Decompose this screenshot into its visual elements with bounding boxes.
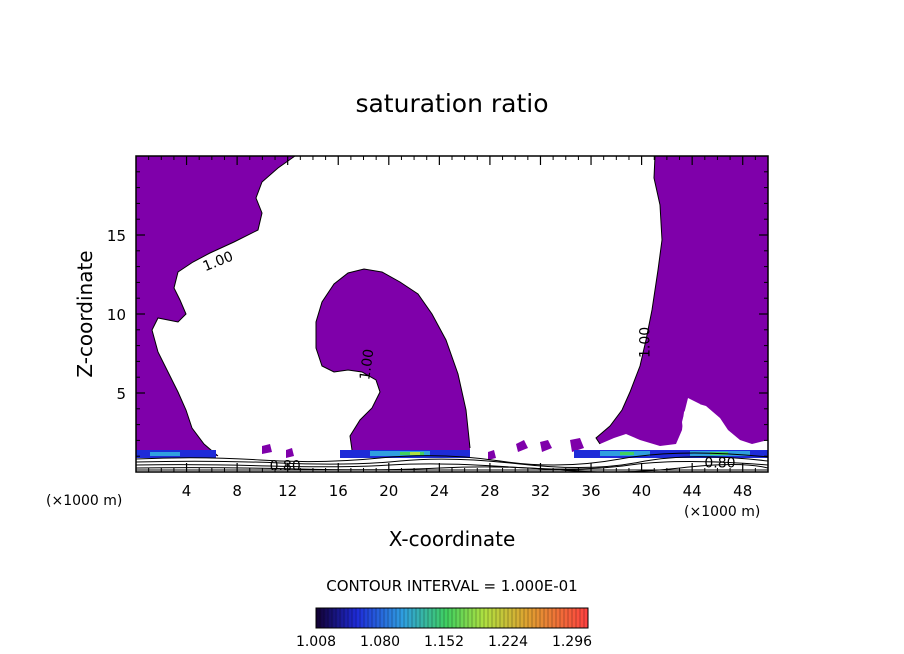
- contour-label: 0.80: [270, 458, 301, 474]
- contour-interval-label: CONTOUR INTERVAL = 1.000E-01: [326, 577, 577, 595]
- colorbar: 1.008 1.080 1.152 1.224 1.296: [296, 607, 592, 650]
- y-tick-label: 15: [107, 227, 126, 245]
- colorbar-label: 1.152: [424, 634, 464, 650]
- x-tick-label: 20: [379, 482, 398, 500]
- x-tick-label: 44: [683, 482, 702, 500]
- y-axis-title: Z-coordinate: [73, 250, 97, 377]
- colorbar-label: 1.080: [360, 634, 400, 650]
- x-tick-label: 40: [632, 482, 651, 500]
- plot-area: [136, 156, 768, 472]
- x-tick-label: 12: [278, 482, 297, 500]
- supersat-region-center: [316, 269, 470, 454]
- x-unit-right: (×1000 m): [684, 504, 760, 520]
- contour-label: 1.00: [637, 327, 653, 358]
- y-tick-label: 10: [107, 306, 126, 324]
- contour-label: 1.00: [357, 348, 377, 381]
- x-axis-title: X-coordinate: [389, 527, 516, 551]
- colorbar-label: 1.296: [552, 634, 592, 650]
- surface-band: [136, 450, 768, 458]
- x-tick-label: 24: [430, 482, 449, 500]
- x-tick-label: 32: [531, 482, 550, 500]
- x-tick-label: 36: [581, 482, 600, 500]
- x-tick-label: 28: [480, 482, 499, 500]
- surface-contours: [136, 452, 768, 472]
- supersat-region-right: [596, 156, 768, 446]
- colorbar-label: 1.008: [296, 634, 336, 650]
- x-tick-label: 48: [733, 482, 752, 500]
- colorbar-label: 1.224: [488, 634, 528, 650]
- contour-label: 0.80: [704, 455, 735, 471]
- x-tick-label: 16: [329, 482, 348, 500]
- x-tick-label: 4: [182, 482, 192, 500]
- chart-title: saturation ratio: [355, 89, 548, 118]
- x-tick-label: 8: [232, 482, 242, 500]
- y-tick-label: 5: [116, 385, 126, 403]
- supersat-region-left: [136, 156, 295, 456]
- x-unit-left: (×1000 m): [46, 493, 122, 509]
